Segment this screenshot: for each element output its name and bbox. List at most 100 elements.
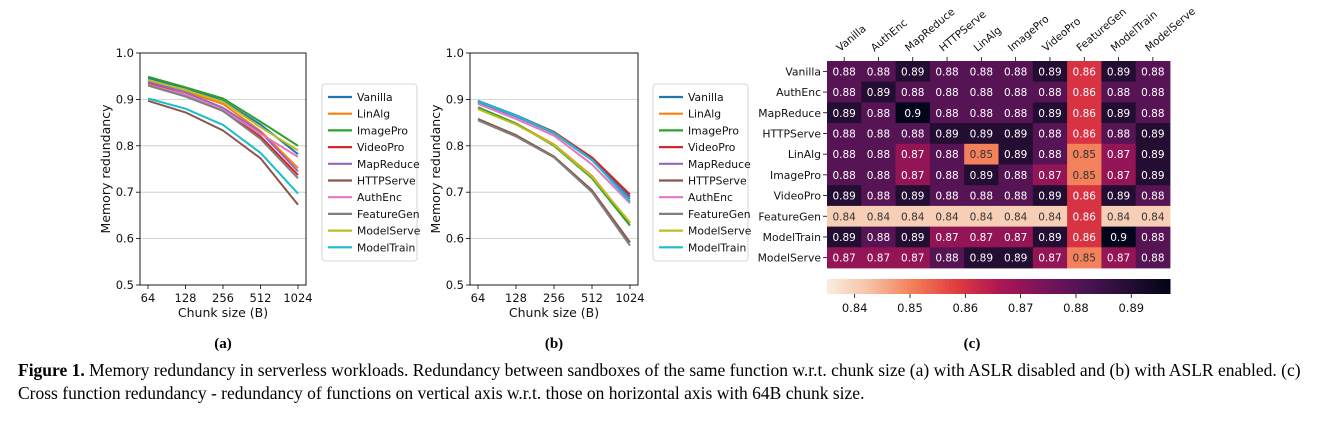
heatmap-cell-label: 0.89 <box>1038 191 1061 203</box>
panel-b-series-line <box>477 99 631 198</box>
heatmap-cell-label: 0.88 <box>867 128 890 140</box>
heatmap-cell <box>1101 247 1137 269</box>
heatmap-cell-label: 0.84 <box>1107 211 1131 223</box>
colorbar-segment <box>964 279 969 294</box>
heatmap-cell-label: 0.89 <box>1004 149 1027 161</box>
panel-a-xtick-label: 512 <box>250 291 272 305</box>
colorbar-segment <box>1067 279 1072 294</box>
heatmap-cell <box>929 102 965 124</box>
heatmap-cell-label: 0.88 <box>935 170 958 182</box>
heatmap-cell <box>964 226 999 248</box>
heatmap-cell <box>1032 123 1068 145</box>
panel-a-ytick-label: 0.8 <box>116 139 134 153</box>
heatmap-cell <box>861 81 896 103</box>
heatmap-cell-label: 0.88 <box>1004 66 1027 78</box>
heatmap-cell <box>964 185 999 207</box>
panel-a-legend-label: FeatureGen <box>357 208 420 221</box>
panel-b-legend-label: ModelTrain <box>688 241 746 254</box>
heatmap-cell-label: 0.89 <box>1038 66 1061 78</box>
panel-b-legend-label: VideoPro <box>688 141 736 154</box>
heatmap-cell <box>1135 81 1171 103</box>
heatmap-cell <box>929 81 965 103</box>
heatmap-cell-label: 0.85 <box>1073 253 1096 265</box>
colorbar-segment <box>903 279 908 294</box>
heatmap-cell <box>998 247 1034 269</box>
heatmap-cell <box>1101 185 1137 207</box>
heatmap-cell-label: 0.88 <box>1141 87 1164 99</box>
heatmap-row-label: ModelServe <box>758 252 822 265</box>
panel-b-ytick-label: 1.0 <box>446 46 464 60</box>
heatmap-cell-label: 0.89 <box>1038 232 1061 244</box>
colorbar-segment <box>1017 279 1022 294</box>
colorbar-segment <box>1059 279 1064 294</box>
heatmap-cell <box>964 164 999 186</box>
panel-a-legend-label: ModelTrain <box>357 241 415 254</box>
colorbar-segment <box>1032 279 1038 294</box>
colorbar-segment <box>1021 279 1026 294</box>
heatmap-cell <box>827 123 862 145</box>
colorbar-segment <box>865 279 870 294</box>
panel-b-ytick-label: 0.6 <box>446 232 464 246</box>
heatmap-cell-label: 0.89 <box>1141 149 1164 161</box>
heatmap-cell-label: 0.88 <box>1107 87 1130 99</box>
heatmap-col-label: AuthEnc <box>869 17 910 54</box>
heatmap-cell-label: 0.88 <box>832 170 855 182</box>
panel-a-xtick-label: 256 <box>212 291 234 305</box>
heatmap-cell <box>1067 102 1102 124</box>
heatmap-cell-label: 0.87 <box>1038 170 1061 182</box>
colorbar-segment <box>987 279 992 294</box>
heatmap-cell-label: 0.89 <box>1004 128 1027 140</box>
heatmap-cell-label: 0.89 <box>1141 128 1164 140</box>
panel-b-series-line <box>477 103 631 204</box>
heatmap-col-label: Vanilla <box>834 23 868 54</box>
heatmap-cell-label: 0.88 <box>901 128 924 140</box>
panel-a-legend-label: ImagePro <box>357 124 408 137</box>
panel-b-legend-label: LinAlg <box>688 108 721 121</box>
heatmap-cell <box>1032 164 1068 186</box>
heatmap-cell-label: 0.89 <box>832 108 855 120</box>
heatmap-cell <box>827 102 862 124</box>
panel-a-xtick-label: 1024 <box>283 291 312 305</box>
heatmap-cell-label: 0.88 <box>970 191 993 203</box>
colorbar-segment <box>994 279 999 294</box>
panel-a-ytick-label: 0.5 <box>116 278 134 292</box>
heatmap-cell <box>895 102 931 124</box>
heatmap-cell-label: 0.87 <box>901 149 924 161</box>
colorbar-segment <box>948 279 954 294</box>
colorbar-segment <box>1025 279 1030 294</box>
heatmap-col-label: LinAlg <box>972 24 1004 54</box>
heatmap-cell-label: 0.84 <box>1004 211 1028 223</box>
heatmap-cell-label: 0.88 <box>935 108 958 120</box>
colorbar-segment <box>1009 279 1015 294</box>
heatmap-cell-label: 0.86 <box>1073 191 1097 203</box>
panel-a-xtick-label: 64 <box>141 291 156 305</box>
heatmap-cell-label: 0.89 <box>901 232 924 244</box>
heatmap-cell-label: 0.84 <box>935 211 959 223</box>
panel-b-ytick-label: 0.8 <box>446 139 464 153</box>
colorbar-segment <box>1124 279 1129 294</box>
panel-b-ytick-label: 0.5 <box>446 278 464 292</box>
heatmap-cell-label: 0.89 <box>832 232 855 244</box>
colorbar-segment <box>1070 279 1076 294</box>
heatmap-cell <box>861 164 896 186</box>
colorbar-segment <box>1002 279 1007 294</box>
heatmap-cell <box>1135 164 1171 186</box>
heatmap-cell <box>964 102 999 124</box>
colorbar-segment <box>1162 279 1167 294</box>
heatmap-cell <box>998 102 1034 124</box>
heatmap-cell-label: 0.86 <box>1073 211 1097 223</box>
colorbar-segment <box>880 279 885 294</box>
heatmap-cell <box>861 205 896 227</box>
colorbar-segment <box>990 279 996 294</box>
colorbar-segment <box>1120 279 1125 294</box>
colorbar-tick-label: 0.87 <box>1008 301 1034 315</box>
colorbar-segment <box>1006 279 1011 294</box>
colorbar-segment <box>830 279 836 294</box>
heatmap-cell-label: 0.86 <box>1073 232 1097 244</box>
heatmap-cell-label: 0.86 <box>1073 108 1097 120</box>
panel-a-legend-label: AuthEnc <box>357 191 402 204</box>
colorbar-segment <box>861 279 866 294</box>
heatmap-cell <box>895 185 931 207</box>
colorbar-segment <box>979 279 984 294</box>
heatmap-cell <box>1067 61 1102 83</box>
